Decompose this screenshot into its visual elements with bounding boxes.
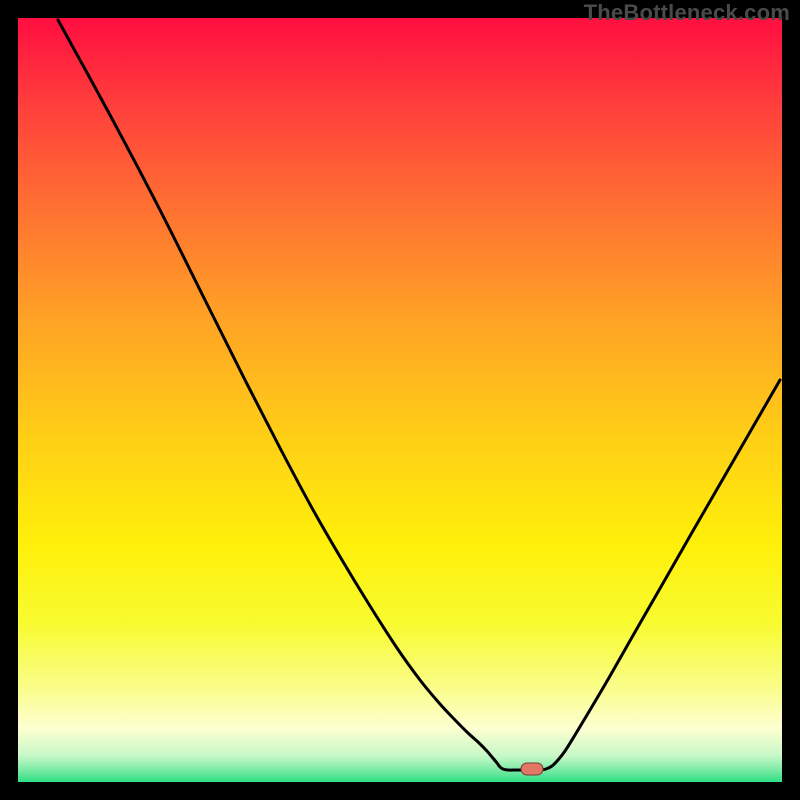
curve-layer [0, 0, 800, 800]
attribution-text: TheBottleneck.com [584, 0, 790, 26]
frame-border-bottom [0, 782, 800, 800]
frame-border-left [0, 0, 18, 800]
chart-frame: TheBottleneck.com [0, 0, 800, 800]
minimum-marker [521, 763, 543, 775]
bottleneck-curve [58, 20, 780, 770]
frame-border-right [782, 0, 800, 800]
